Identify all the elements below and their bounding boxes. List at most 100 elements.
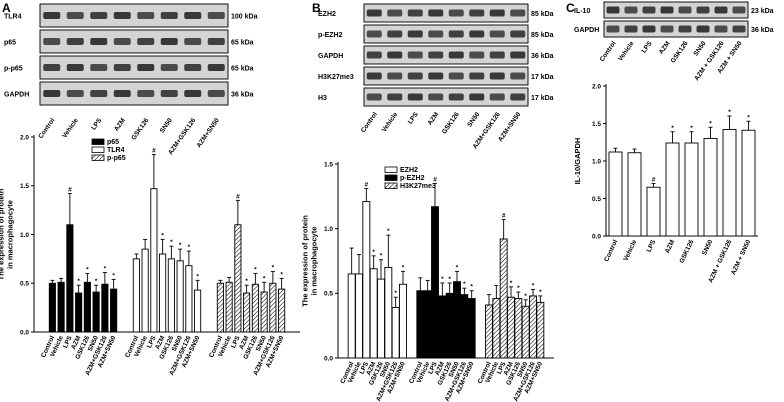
- blot-strip: [363, 24, 529, 44]
- bar: [492, 298, 501, 359]
- bar: [438, 295, 447, 359]
- blot-band: [448, 93, 464, 101]
- legend-label: H3K27me3: [400, 183, 436, 190]
- bar: [453, 281, 461, 359]
- blot-kda-label: 17 kDa: [531, 95, 554, 102]
- significance-mark: *: [280, 271, 283, 278]
- blot-band: [43, 38, 61, 45]
- blot-band: [428, 30, 444, 38]
- blot-strip: [39, 55, 229, 80]
- bar: [665, 142, 680, 237]
- significance-mark: *: [112, 272, 115, 279]
- blot-lane-label: Control: [599, 40, 618, 63]
- x-tick-label: LPS: [230, 334, 242, 349]
- significance-mark: *: [394, 290, 397, 297]
- bar: [194, 289, 202, 333]
- blot-band: [43, 12, 61, 19]
- blot-band: [366, 30, 382, 38]
- significance-mark: *: [272, 265, 275, 272]
- blot-band: [207, 64, 225, 71]
- blot-lane-label: AZM: [658, 40, 672, 56]
- significance-mark: #: [365, 182, 369, 189]
- bar: [132, 258, 140, 333]
- significance-mark: *: [245, 278, 248, 285]
- blot-lane-label: AZM+SN50: [196, 117, 222, 149]
- blot-band: [407, 30, 423, 38]
- blot-band: [387, 30, 403, 38]
- significance-mark: *: [196, 273, 199, 280]
- blot-band: [624, 6, 638, 14]
- legend-swatch: [384, 182, 398, 189]
- blot-band: [714, 6, 728, 14]
- significance-mark: *: [728, 109, 731, 116]
- bar: [83, 281, 91, 333]
- y-axis-label: in macrophagocyte: [310, 227, 319, 296]
- panel-label-c: C: [566, 1, 575, 15]
- significance-mark: *: [441, 276, 444, 283]
- blot-band: [113, 12, 131, 19]
- blot-kda-label: 17 kDa: [531, 74, 554, 81]
- blot-band: [184, 64, 202, 71]
- blot-band: [469, 93, 485, 101]
- bar: [216, 282, 224, 333]
- bar: [741, 129, 756, 237]
- blot-band: [43, 64, 61, 71]
- bar: [391, 307, 400, 359]
- bar: [159, 253, 167, 333]
- blot-band: [407, 72, 423, 80]
- significance-mark: *: [510, 280, 513, 287]
- x-tick-label: LPS: [646, 238, 658, 253]
- legend-swatch: [384, 174, 398, 181]
- x-tick-label: GSK126: [678, 239, 695, 265]
- chart-b: 0.0 0.5 1.0 1.5 The expression of protein in …: [301, 161, 554, 402]
- chart-a: 0.0 0.5 1.0 1.5 2.0 The expression of protein…: [0, 134, 300, 377]
- blot-strip: [603, 20, 749, 38]
- bar: [251, 283, 259, 333]
- blot-band: [366, 9, 382, 17]
- blot-lane-label: LPS: [641, 40, 654, 55]
- blot-lane-label: SN50: [466, 111, 481, 129]
- significance-mark: #: [236, 193, 240, 200]
- significance-mark: *: [539, 289, 542, 296]
- bar: [460, 294, 469, 359]
- blot-band: [510, 51, 526, 59]
- y-tick-label: 2.0: [592, 83, 601, 90]
- blot-band: [207, 38, 225, 45]
- blot-band: [606, 25, 620, 33]
- significance-mark: #: [152, 148, 156, 155]
- significance-mark: *: [254, 267, 257, 274]
- blot-strip: [39, 81, 229, 106]
- blot-strip: [603, 1, 749, 19]
- bar: [278, 288, 286, 333]
- blot-band: [366, 72, 382, 80]
- blot-band: [428, 72, 444, 80]
- significance-mark: *: [170, 239, 173, 246]
- blot-kda-label: 65 kDa: [231, 66, 254, 73]
- blot-band: [642, 6, 656, 14]
- blot-band: [387, 93, 403, 101]
- blot-band: [387, 9, 403, 17]
- bar: [485, 304, 493, 359]
- bar: [225, 281, 233, 333]
- blot-row-label: p-EZH2: [318, 32, 343, 39]
- blot-band: [696, 6, 710, 14]
- x-tick-label: Vehicle: [622, 239, 638, 263]
- significance-mark: *: [517, 285, 520, 292]
- blot-b: EZH2 85 kDa p-EZH2 85 kDa GAPDH 36 kDa H3K27me…: [318, 3, 554, 150]
- blot-band: [407, 93, 423, 101]
- y-tick-label: 1.5: [20, 183, 29, 190]
- blot-row-label: GAPDH: [318, 53, 343, 60]
- legend-label: p65: [107, 139, 119, 146]
- y-tick-label: 0.5: [324, 291, 333, 298]
- legend-swatch: [384, 166, 398, 173]
- x-tick-label: Control: [603, 239, 619, 263]
- blot-kda-label: 36 kDa: [751, 27, 774, 34]
- significance-mark: #: [433, 176, 437, 183]
- x-tick-label: LPS: [358, 360, 370, 375]
- blot-band: [366, 93, 382, 101]
- blot-band: [469, 30, 485, 38]
- y-tick-label: 2.0: [20, 134, 29, 141]
- bar: [384, 267, 393, 359]
- bar: [646, 186, 661, 237]
- bar: [101, 283, 109, 333]
